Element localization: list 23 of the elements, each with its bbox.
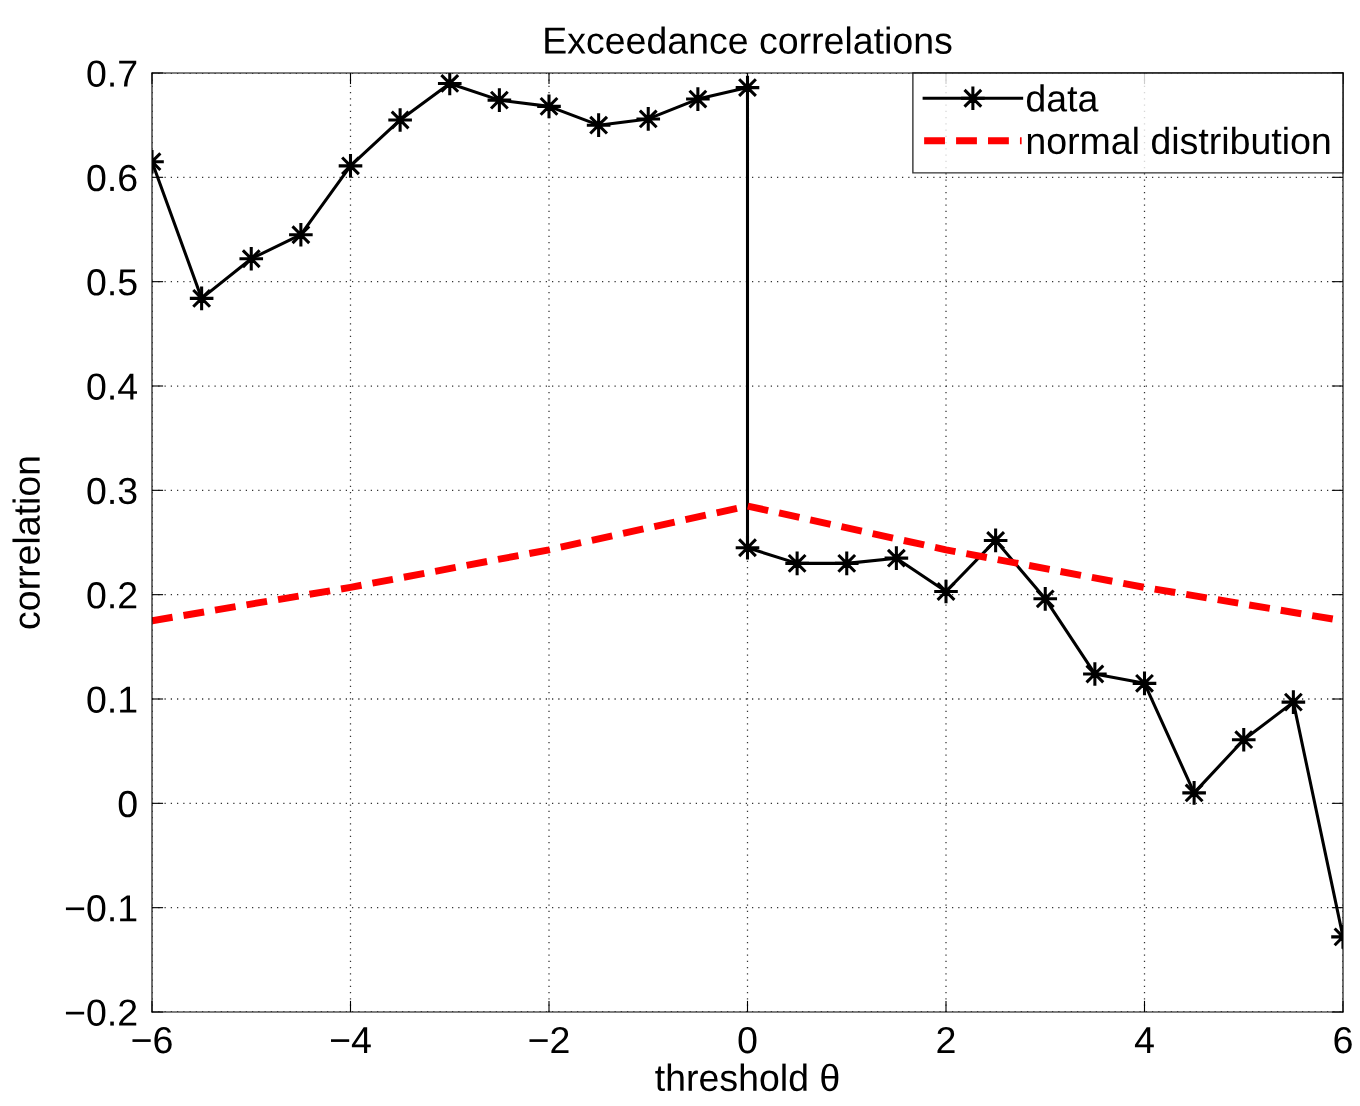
x-tick-label: 2	[937, 1026, 955, 1054]
y-tick-label: 0.2	[87, 582, 137, 609]
y-tick-label: 0.5	[87, 269, 137, 296]
y-tick-label: 0.6	[87, 164, 137, 192]
y-tick-label: 0.4	[87, 373, 138, 400]
x-tick-label: −2	[529, 1026, 569, 1054]
x-tick-label: 6	[1334, 1026, 1352, 1054]
y-tick-label: −0.2	[65, 999, 137, 1026]
x-tick-label: −6	[132, 1026, 172, 1054]
y-tick-label: 0.1	[87, 686, 137, 713]
x-tick-label: 0	[738, 1026, 757, 1054]
y-tick-label: 0.3	[87, 477, 137, 505]
point	[436, 73, 464, 97]
x-tick-label: −4	[330, 1027, 371, 1054]
y-tick-label: 0	[118, 790, 137, 818]
legend-label: data	[1026, 84, 1099, 112]
y-tick-label: −0.1	[65, 895, 137, 922]
x-tick-label: 4	[1134, 1027, 1154, 1054]
y-tick-label: 0.7	[87, 60, 137, 87]
legend-label: normal distribution	[1027, 126, 1330, 155]
chart-title: Exceedance correlations	[545, 26, 952, 54]
y-axis-title: correlation	[12, 457, 40, 629]
x-axis-title: threshold θ	[655, 1063, 839, 1092]
